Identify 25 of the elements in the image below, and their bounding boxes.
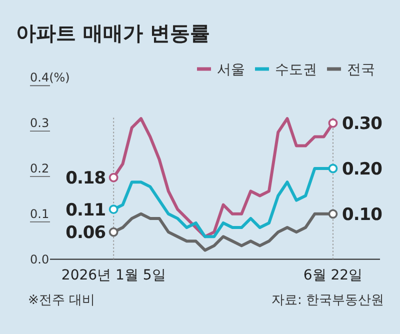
data-label: 0.18	[66, 168, 106, 189]
point	[328, 209, 338, 219]
point	[328, 118, 338, 128]
y-tick-label: 0.2	[30, 162, 50, 176]
text: ※전주 대비	[28, 293, 96, 308]
legend-label: 전국	[347, 62, 375, 78]
text: 자료: 한국부동산원	[271, 293, 384, 308]
data-label: 0.10	[342, 204, 383, 225]
point	[108, 204, 118, 214]
point	[108, 227, 118, 237]
data-label: 0.11	[66, 200, 106, 220]
data-label: 0.30	[342, 114, 383, 134]
data-label: 0.20	[342, 160, 383, 180]
point	[328, 164, 338, 174]
legend-label: 수도권	[275, 62, 317, 78]
y-tick-label: 0.3	[30, 116, 50, 130]
chart-title: 아파트 매매가 변동률	[16, 21, 210, 45]
point	[108, 172, 118, 182]
y-tick-label: 0.1	[30, 206, 50, 221]
data-label: 0.06	[66, 223, 106, 244]
x-tick-label: 2026년 1월 5일	[61, 267, 166, 284]
y-tick-label: 0.0	[30, 252, 50, 266]
legend-label: 서울	[217, 62, 245, 78]
x-tick-label: 6월 22일	[303, 267, 363, 284]
y-tick-label: 0.4(%)	[30, 70, 70, 85]
